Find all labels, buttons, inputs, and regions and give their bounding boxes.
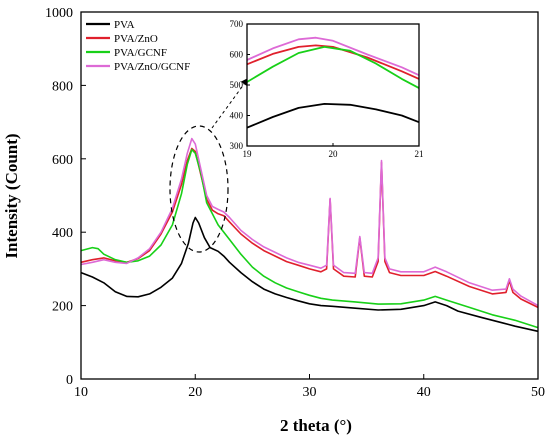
inset-background [247,24,419,146]
inset-series-layer [246,36,420,129]
legend-label-1: PVA/ZnO [114,33,158,45]
x-tick-label-2: 30 [303,385,317,400]
series-line-2 [80,148,539,329]
inset-y-ticks: 300 400 500 600 700 [230,19,250,151]
inset-x-tick-label-0: 19 [243,149,253,159]
x-tick-label-0: 10 [74,385,88,400]
legend: PVA PVA/ZnO PVA/GCNF PVA/ZnO/GCNF [86,19,190,73]
x-tick-label-3: 40 [417,385,431,400]
peak-highlight-ellipse [169,125,229,253]
inset-y-tick-label-1: 400 [230,111,244,121]
callout-arrow [211,77,249,129]
series-line-0 [80,216,539,333]
y-axis-ticks: 0 200 400 600 800 1000 [45,6,86,388]
y-tick-label-4: 800 [52,79,73,94]
series-line-1 [80,147,539,309]
legend-label-0: PVA [114,19,135,31]
x-tick-label-4: 50 [531,385,545,400]
inset-y-tick-label-4: 700 [230,19,244,29]
inset-series-line-0 [246,103,420,129]
x-axis-ticks: 10 20 30 40 50 [74,374,545,400]
x-axis-title: 2 theta (°) [280,416,352,435]
y-axis-title: Intensity (Count) [2,133,21,258]
y-tick-label-3: 600 [52,153,73,168]
peak-callout [169,77,249,253]
inset-y-tick-label-3: 600 [230,50,244,60]
inset-y-tick-label-0: 300 [230,141,244,151]
inset-zoom: 19 20 21 300 400 500 600 700 [230,19,424,159]
series-line-3 [80,137,539,307]
inset-x-tick-label-1: 20 [329,149,339,159]
legend-label-2: PVA/GCNF [114,47,167,59]
inset-series-line-2 [246,46,420,89]
y-tick-label-1: 200 [52,300,73,315]
inset-x-tick-label-2: 21 [415,149,424,159]
y-tick-label-2: 400 [52,226,73,241]
x-tick-label-1: 20 [188,385,202,400]
y-tick-label-5: 1000 [45,6,73,21]
legend-label-3: PVA/ZnO/GCNF [114,61,190,73]
inset-series-line-3 [246,36,420,77]
y-tick-label-0: 0 [66,373,73,388]
inset-x-ticks: 19 20 21 [243,143,424,159]
main-series-layer [80,137,539,333]
inset-y-tick-label-2: 500 [230,80,244,90]
